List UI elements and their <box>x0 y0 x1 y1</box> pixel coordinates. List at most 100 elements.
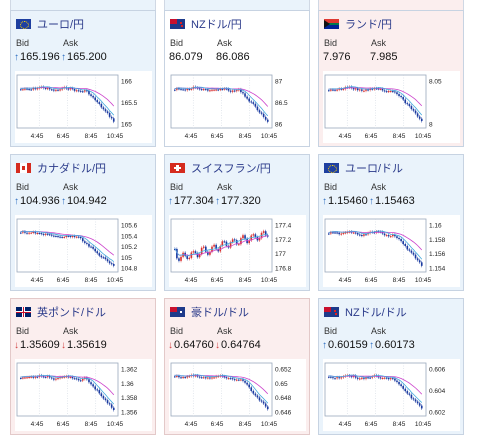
candle <box>202 246 205 248</box>
candle <box>254 103 257 107</box>
price-chart[interactable]: 8.05 8 4:45 6:45 8:45 10:45 <box>323 71 460 143</box>
candle <box>211 377 213 379</box>
candle <box>414 399 417 402</box>
candle <box>207 89 209 91</box>
candle <box>84 241 86 243</box>
x-tick-label: 8:45 <box>85 421 98 428</box>
candle <box>383 233 386 236</box>
y-tick-label: 177.2 <box>275 237 292 244</box>
y-tick-label: 105 <box>121 255 132 262</box>
x-tick-label: 10:45 <box>107 421 124 428</box>
candle <box>102 257 105 259</box>
currency-card[interactable]: 豪ドル/ドル Bid Ask ↓0.64760 ↓0.64764 0.652 0.… <box>164 298 310 435</box>
candle <box>92 246 94 249</box>
candle <box>92 384 94 387</box>
candle <box>330 89 332 91</box>
card-header: ユーロ/円 <box>16 17 84 31</box>
candle <box>42 233 45 235</box>
candle <box>256 106 259 111</box>
currency-card[interactable]: カナダドル/円 Bid Ask ↑104.936 ↑104.942 105.6 1… <box>10 154 156 291</box>
price-chart[interactable]: 1.16 1.158 1.156 1.154 4:45 6:45 8:45 10:45 <box>323 215 460 287</box>
currency-card[interactable]: 英ポンド/ドル Bid Ask ↓1.35609 ↓1.35619 1.362 1… <box>10 298 156 435</box>
x-tick-label: 8:45 <box>85 133 98 140</box>
candle <box>233 90 236 92</box>
au-flag-icon <box>170 307 185 317</box>
trend-arrow-icon: ↑ <box>322 340 327 351</box>
candle <box>227 88 230 91</box>
candle <box>79 380 82 382</box>
candle <box>184 89 186 91</box>
y-tick-label: 1.154 <box>429 266 446 273</box>
card-header: カナダドル/円 <box>16 161 106 175</box>
candle <box>235 240 238 245</box>
pair-title[interactable]: ユーロ/円 <box>37 19 85 31</box>
candle <box>96 251 99 254</box>
candle <box>400 95 402 98</box>
candle <box>256 395 259 398</box>
candle <box>332 377 334 379</box>
candle <box>402 241 404 245</box>
moving-average-short <box>20 374 115 405</box>
moving-average-short <box>328 86 423 116</box>
currency-card[interactable]: スイスフラン/円 Bid Ask ↑177.304 ↑177.320 177.4… <box>164 154 310 291</box>
x-tick-label: 8:45 <box>239 421 252 428</box>
y-tick-label: 1.158 <box>429 237 446 244</box>
candle <box>24 231 26 233</box>
price-chart[interactable]: 1.362 1.36 1.358 1.356 4:45 6:45 8:45 10:45 <box>15 359 152 431</box>
price-chart[interactable]: 0.606 0.604 0.602 4:45 6:45 8:45 10:45 <box>323 359 460 431</box>
candle <box>356 377 359 379</box>
candle <box>356 88 359 91</box>
candle <box>414 110 417 114</box>
candle <box>363 377 365 379</box>
y-tick-label: 1.156 <box>429 251 446 258</box>
currency-card[interactable]: ユーロ/ドル Bid Ask ↑1.15460 ↑1.15463 1.16 1.1… <box>318 154 464 291</box>
candle <box>373 88 376 90</box>
pair-title[interactable]: 英ポンド/ドル <box>37 307 107 319</box>
pair-title[interactable]: ランド/円 <box>345 19 393 31</box>
candle <box>392 378 394 380</box>
candle <box>77 378 80 381</box>
candle <box>332 89 334 91</box>
x-tick-label: 4:45 <box>339 277 352 284</box>
trend-arrow-icon: ↑ <box>61 52 66 63</box>
candle <box>383 377 386 379</box>
candle <box>219 245 222 252</box>
price-chart[interactable]: 177.4 177.2 177 176.8 4:45 6:45 8:45 10:45 <box>169 215 306 287</box>
candle <box>246 382 248 385</box>
candle <box>246 96 248 99</box>
pair-title[interactable]: スイスフラン/円 <box>191 163 271 175</box>
currency-card[interactable]: NZドル/円 Bid Ask 86.079 86.086 87 86.5 86 4:4… <box>164 10 310 147</box>
ask-value: 7.985 <box>370 51 398 63</box>
candle <box>385 91 388 93</box>
price-chart[interactable]: 0.652 0.65 0.648 0.646 4:45 6:45 8:45 10:45 <box>169 359 306 431</box>
currency-card[interactable]: NZドル/ドル Bid Ask ↑0.60159 ↑0.60173 0.606 0… <box>318 298 464 435</box>
candle <box>371 88 374 90</box>
pair-title[interactable]: カナダドル/円 <box>37 163 107 175</box>
candle <box>44 88 47 90</box>
currency-card[interactable]: ランド/円 Bid Ask 7.976 7.985 8.05 8 4:45 6:45 8… <box>318 10 464 147</box>
candle <box>412 398 415 400</box>
candle <box>32 88 35 90</box>
y-tick-label: 105.4 <box>121 233 138 240</box>
pair-title[interactable]: NZドル/ドル <box>345 307 407 319</box>
candle <box>219 89 222 91</box>
candle <box>65 235 68 238</box>
candle <box>328 90 330 92</box>
candle <box>88 243 90 247</box>
price-chart[interactable]: 166 165.5 165 4:45 6:45 8:45 10:45 <box>15 71 152 143</box>
candle <box>385 377 388 379</box>
pair-title[interactable]: 豪ドル/ドル <box>191 307 250 319</box>
pair-title[interactable]: NZドル/円 <box>191 19 242 31</box>
pair-title[interactable]: ユーロ/ドル <box>345 163 404 175</box>
currency-card[interactable]: ユーロ/円 Bid Ask ↑165.196 ↑165.200 166 165.5… <box>10 10 156 147</box>
candle <box>100 255 103 258</box>
price-chart[interactable]: 87 86.5 86 4:45 6:45 8:45 10:45 <box>169 71 306 143</box>
price-chart[interactable]: 105.6 105.4 105.2 105 104.8 4:45 6:45 8:45 10:45 <box>15 215 152 287</box>
candle <box>200 247 203 255</box>
candle <box>387 378 390 380</box>
candle <box>30 376 32 378</box>
y-tick-label: 165 <box>121 122 132 129</box>
card-header: ランド/円 <box>324 17 392 31</box>
candle <box>71 376 74 379</box>
candle <box>110 404 113 408</box>
